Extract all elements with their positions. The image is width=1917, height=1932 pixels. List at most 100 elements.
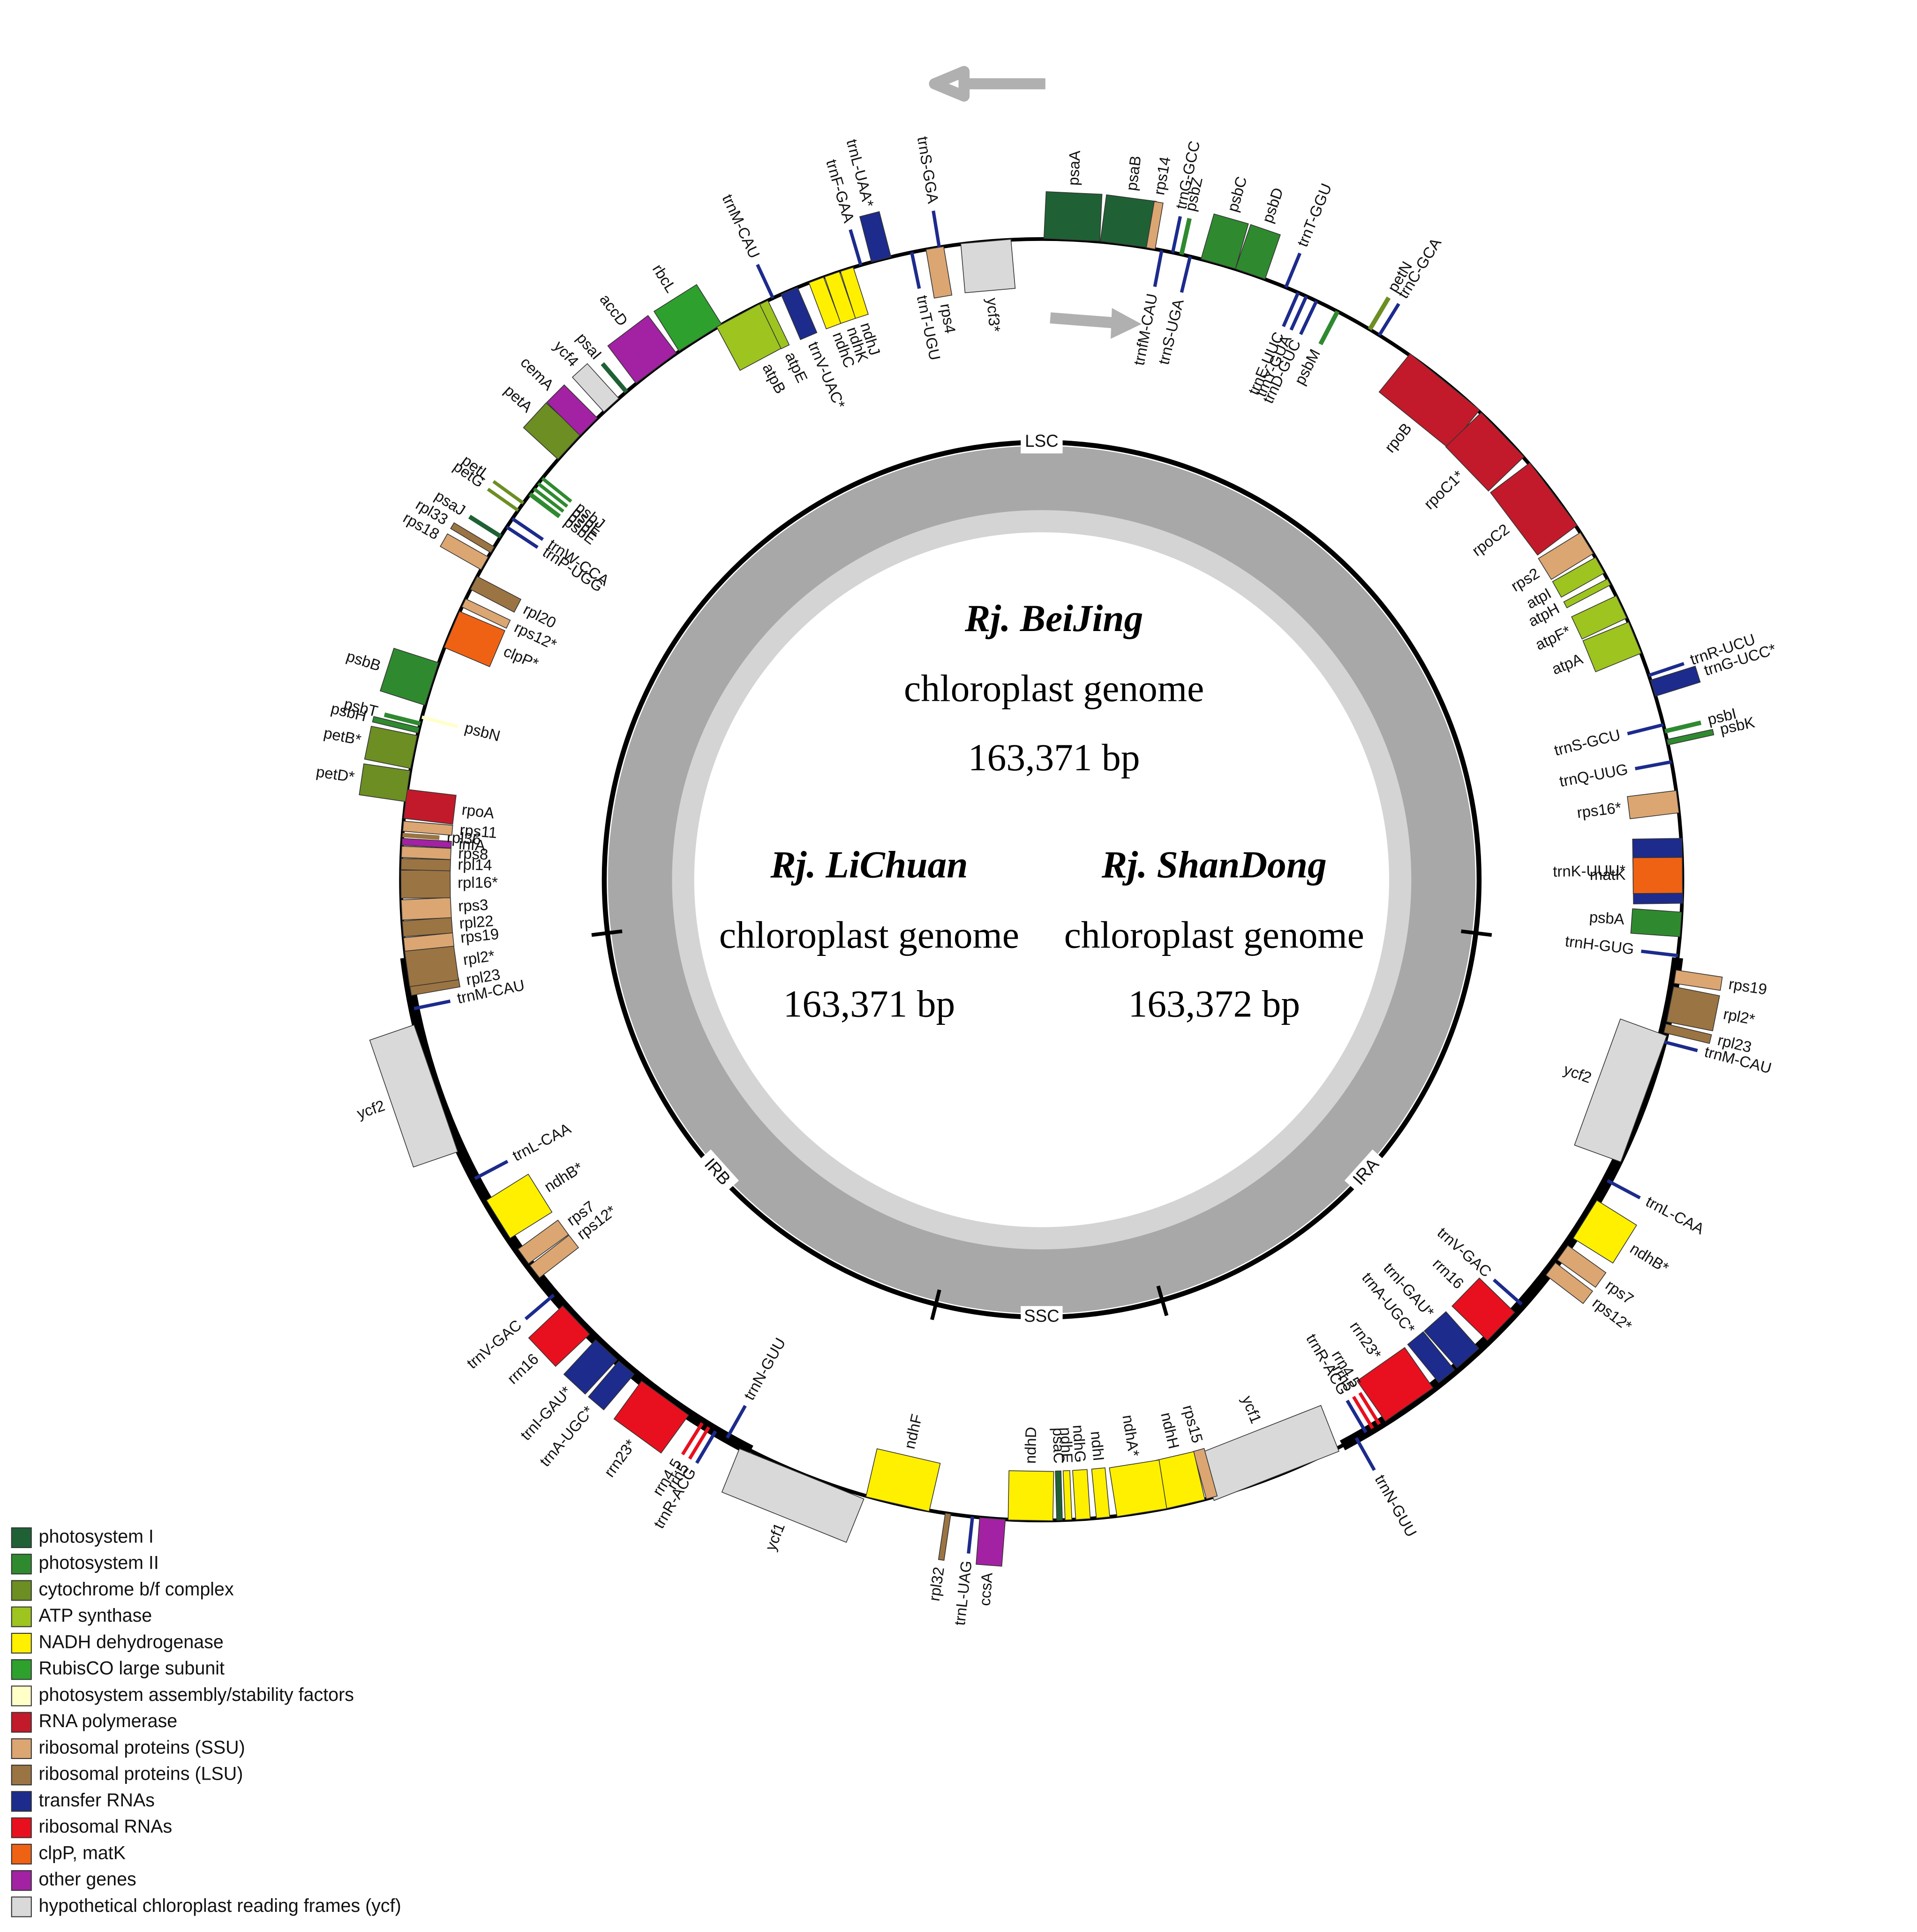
gene (1423, 1311, 1480, 1368)
gene (541, 477, 572, 503)
gene (380, 647, 439, 706)
gene (1664, 720, 1702, 734)
gene (1627, 723, 1664, 736)
gene (1171, 216, 1182, 253)
gene (468, 514, 502, 539)
gene (967, 1516, 974, 1554)
gene (372, 716, 420, 734)
gene (1641, 949, 1678, 957)
gene (1632, 857, 1683, 894)
gene (1563, 578, 1611, 609)
legend-label: photosystem II (39, 1553, 159, 1573)
legend-swatch (11, 1896, 32, 1917)
legend-label: ATP synthase (39, 1605, 152, 1626)
gene (1407, 1331, 1455, 1383)
gene (780, 286, 818, 340)
gene (571, 363, 619, 413)
region-label-bg (694, 1149, 739, 1195)
gene (1572, 1200, 1637, 1264)
gene (849, 229, 863, 266)
gene (511, 517, 544, 541)
genome-size: 163,372 bp (1128, 983, 1301, 1025)
gene (402, 833, 440, 840)
gene (859, 211, 892, 263)
gene (1490, 462, 1578, 556)
legend-swatch (11, 1632, 32, 1654)
gene (1146, 201, 1164, 250)
gene (383, 712, 421, 726)
gene (492, 480, 525, 505)
legend-swatch (11, 1712, 32, 1733)
gene-label: ndhD (1022, 1427, 1039, 1464)
gene (695, 1430, 717, 1464)
gene (1545, 1262, 1594, 1304)
gene (1153, 250, 1164, 287)
gene (1538, 532, 1594, 580)
gene (461, 598, 511, 629)
gene (1180, 256, 1192, 293)
legend-label: transfer RNAs (39, 1790, 155, 1811)
legend-label: photosystem I (39, 1526, 154, 1547)
direction-arrow (1050, 312, 1115, 329)
gene (1445, 412, 1525, 492)
gene (601, 362, 628, 393)
gene (359, 763, 411, 802)
gene (1358, 1392, 1381, 1425)
legend-label: clpP, matK (39, 1842, 126, 1863)
legend-swatch (11, 1791, 32, 1812)
gene (976, 1517, 1006, 1567)
genome-size: 163,371 bp (968, 736, 1140, 779)
gene (1346, 1399, 1368, 1434)
gene-label: psbA (1589, 908, 1625, 928)
gene (1673, 970, 1723, 991)
gene-label: rpl2* (462, 947, 496, 968)
legend-label: other genes (39, 1869, 136, 1890)
legend-label: NADH dehydrogenase (39, 1631, 224, 1652)
gene (681, 1422, 704, 1456)
gene (402, 917, 453, 937)
gene (1663, 1023, 1712, 1044)
genome-description: chloroplast genome (719, 913, 1019, 956)
region-boundary (591, 929, 623, 937)
genome-description: chloroplast genome (1064, 913, 1364, 956)
gene (563, 1339, 618, 1395)
gene (1289, 295, 1308, 331)
gene (808, 277, 842, 330)
gene (1493, 1278, 1523, 1306)
region-label: LSC (1025, 431, 1059, 451)
legend-label: ribosomal RNAs (39, 1816, 173, 1837)
genome-name: Rj. ShanDong (1101, 843, 1327, 886)
gene-label: rps3 (458, 896, 489, 915)
legend-swatch (11, 1765, 32, 1786)
direction-arrow (929, 66, 1045, 102)
gene (1072, 1469, 1091, 1520)
gene (400, 897, 452, 921)
center-area (694, 532, 1390, 1227)
legend-label: photosystem assembly/stability factors (39, 1684, 354, 1705)
gene (1062, 1470, 1073, 1521)
gene-label: rpl16* (458, 873, 498, 891)
gene (824, 271, 856, 324)
gene (1284, 252, 1302, 288)
genome-name: Rj. LiChuan (770, 843, 968, 886)
genome-size: 163,371 bp (783, 983, 955, 1025)
legend-label: hypothetical chloroplast reading frames … (39, 1895, 401, 1916)
gene-label: rpl22 (459, 912, 494, 932)
gene (865, 1448, 941, 1512)
region-boundary (1156, 1285, 1169, 1316)
legend-swatch (11, 1738, 32, 1759)
gene (1235, 224, 1281, 280)
region-label-bg (1021, 431, 1063, 454)
legend-swatch (11, 1606, 32, 1627)
gene-label: infA (458, 835, 486, 854)
gene (1451, 1277, 1515, 1341)
gene (613, 1380, 689, 1454)
gene (1109, 1459, 1167, 1517)
legend-label: ribosomal proteins (LSU) (39, 1764, 243, 1784)
gene (1179, 218, 1192, 255)
gene (607, 315, 677, 384)
gene-label: ndhE (1057, 1427, 1076, 1464)
gene (517, 1219, 569, 1264)
gene-label: rps19 (459, 925, 499, 946)
